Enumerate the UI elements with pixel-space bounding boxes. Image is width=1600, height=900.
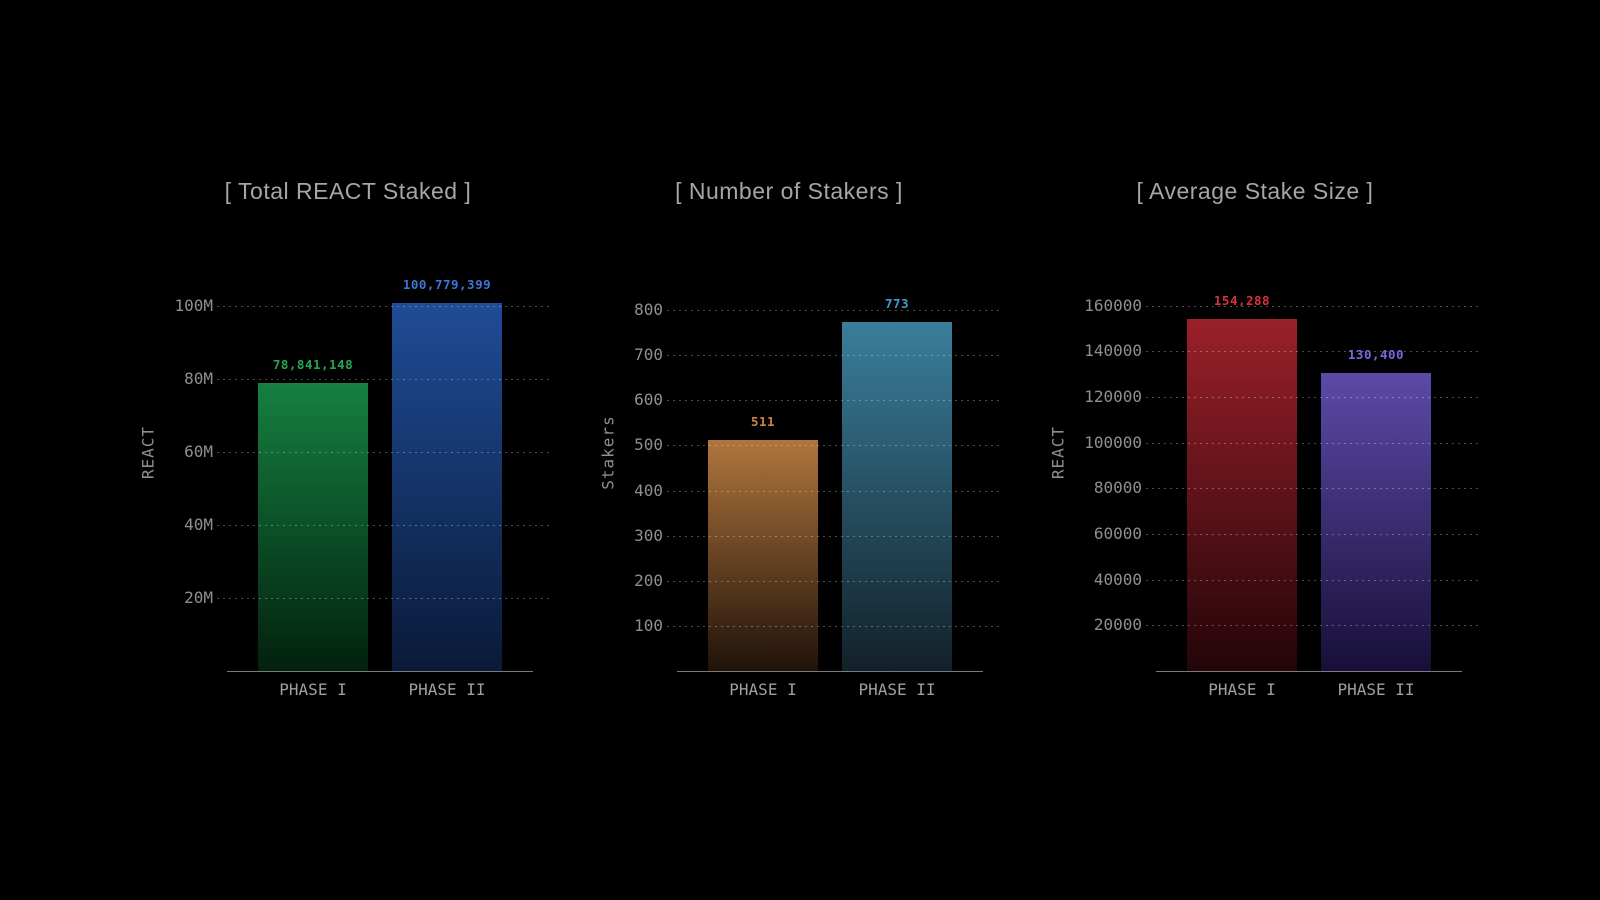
y-tick-label: 800 [634, 300, 663, 320]
y-tick-label: 60000 [1093, 524, 1142, 544]
y-tick-label: 100M [174, 295, 213, 315]
gridline [667, 490, 1001, 492]
gridline [667, 580, 1001, 582]
chart-title: [ Total REACT Staked ] [224, 178, 472, 204]
bar-value-label: 773 [884, 296, 910, 312]
y-tick-label: 40M [184, 514, 213, 534]
bar-value-label: 100,779,399 [402, 276, 492, 292]
gridline [1146, 442, 1480, 444]
x-category-label: PHASE II [1337, 680, 1415, 699]
gridline [667, 355, 1001, 357]
gridline [1146, 534, 1480, 536]
gridline [1146, 579, 1480, 581]
bar-value-label: 130,400 [1347, 347, 1405, 363]
gridline [217, 378, 551, 380]
bar-phase-ii [842, 322, 952, 671]
y-axis-label: REACT [1048, 425, 1068, 480]
x-category-label: PHASE II [858, 680, 936, 699]
gridline [667, 625, 1001, 627]
y-tick-label: 120000 [1084, 387, 1142, 407]
bar-phase-i [1187, 318, 1297, 671]
y-tick-label: 80M [184, 368, 213, 388]
bar-value-label: 78,841,148 [272, 357, 354, 373]
x-axis-line [677, 671, 983, 672]
gridline [217, 597, 551, 599]
y-tick-label: 100000 [1084, 432, 1142, 452]
gridline [217, 451, 551, 453]
gridline [1146, 351, 1480, 353]
y-tick-label: 700 [634, 345, 663, 365]
gridline [667, 310, 1001, 312]
bar-phase-i [708, 440, 818, 671]
y-tick-label: 20M [184, 587, 213, 607]
y-tick-label: 500 [634, 435, 663, 455]
bar-value-label: 154,288 [1213, 292, 1271, 308]
chart-title: [ Average Stake Size ] [1136, 178, 1374, 204]
gridline [667, 535, 1001, 537]
y-tick-label: 200 [634, 570, 663, 590]
y-tick-label: 60M [184, 441, 213, 461]
gridline [1146, 488, 1480, 490]
bar-phase-i [258, 383, 368, 671]
gridline [667, 400, 1001, 402]
gridline [1146, 397, 1480, 399]
x-axis-line [227, 671, 533, 672]
y-tick-label: 80000 [1093, 478, 1142, 498]
y-tick-label: 160000 [1084, 295, 1142, 315]
x-category-label: PHASE I [279, 680, 347, 699]
y-tick-label: 40000 [1093, 569, 1142, 589]
gridline [1146, 305, 1480, 307]
bar-value-label: 511 [750, 414, 776, 430]
gridline [217, 305, 551, 307]
chart-title: [ Number of Stakers ] [675, 178, 903, 204]
x-category-label: PHASE I [1208, 680, 1276, 699]
y-tick-label: 100 [634, 615, 663, 635]
y-tick-label: 600 [634, 390, 663, 410]
y-tick-label: 300 [634, 525, 663, 545]
y-tick-label: 20000 [1093, 615, 1142, 635]
gridline [1146, 625, 1480, 627]
x-axis-line [1156, 671, 1462, 672]
y-tick-label: 400 [634, 480, 663, 500]
x-category-label: PHASE II [408, 680, 486, 699]
bar-phase-ii [1321, 373, 1431, 671]
bar-phase-ii [392, 302, 502, 671]
x-category-label: PHASE I [729, 680, 797, 699]
gridline [667, 445, 1001, 447]
y-tick-label: 140000 [1084, 341, 1142, 361]
gridline [217, 524, 551, 526]
